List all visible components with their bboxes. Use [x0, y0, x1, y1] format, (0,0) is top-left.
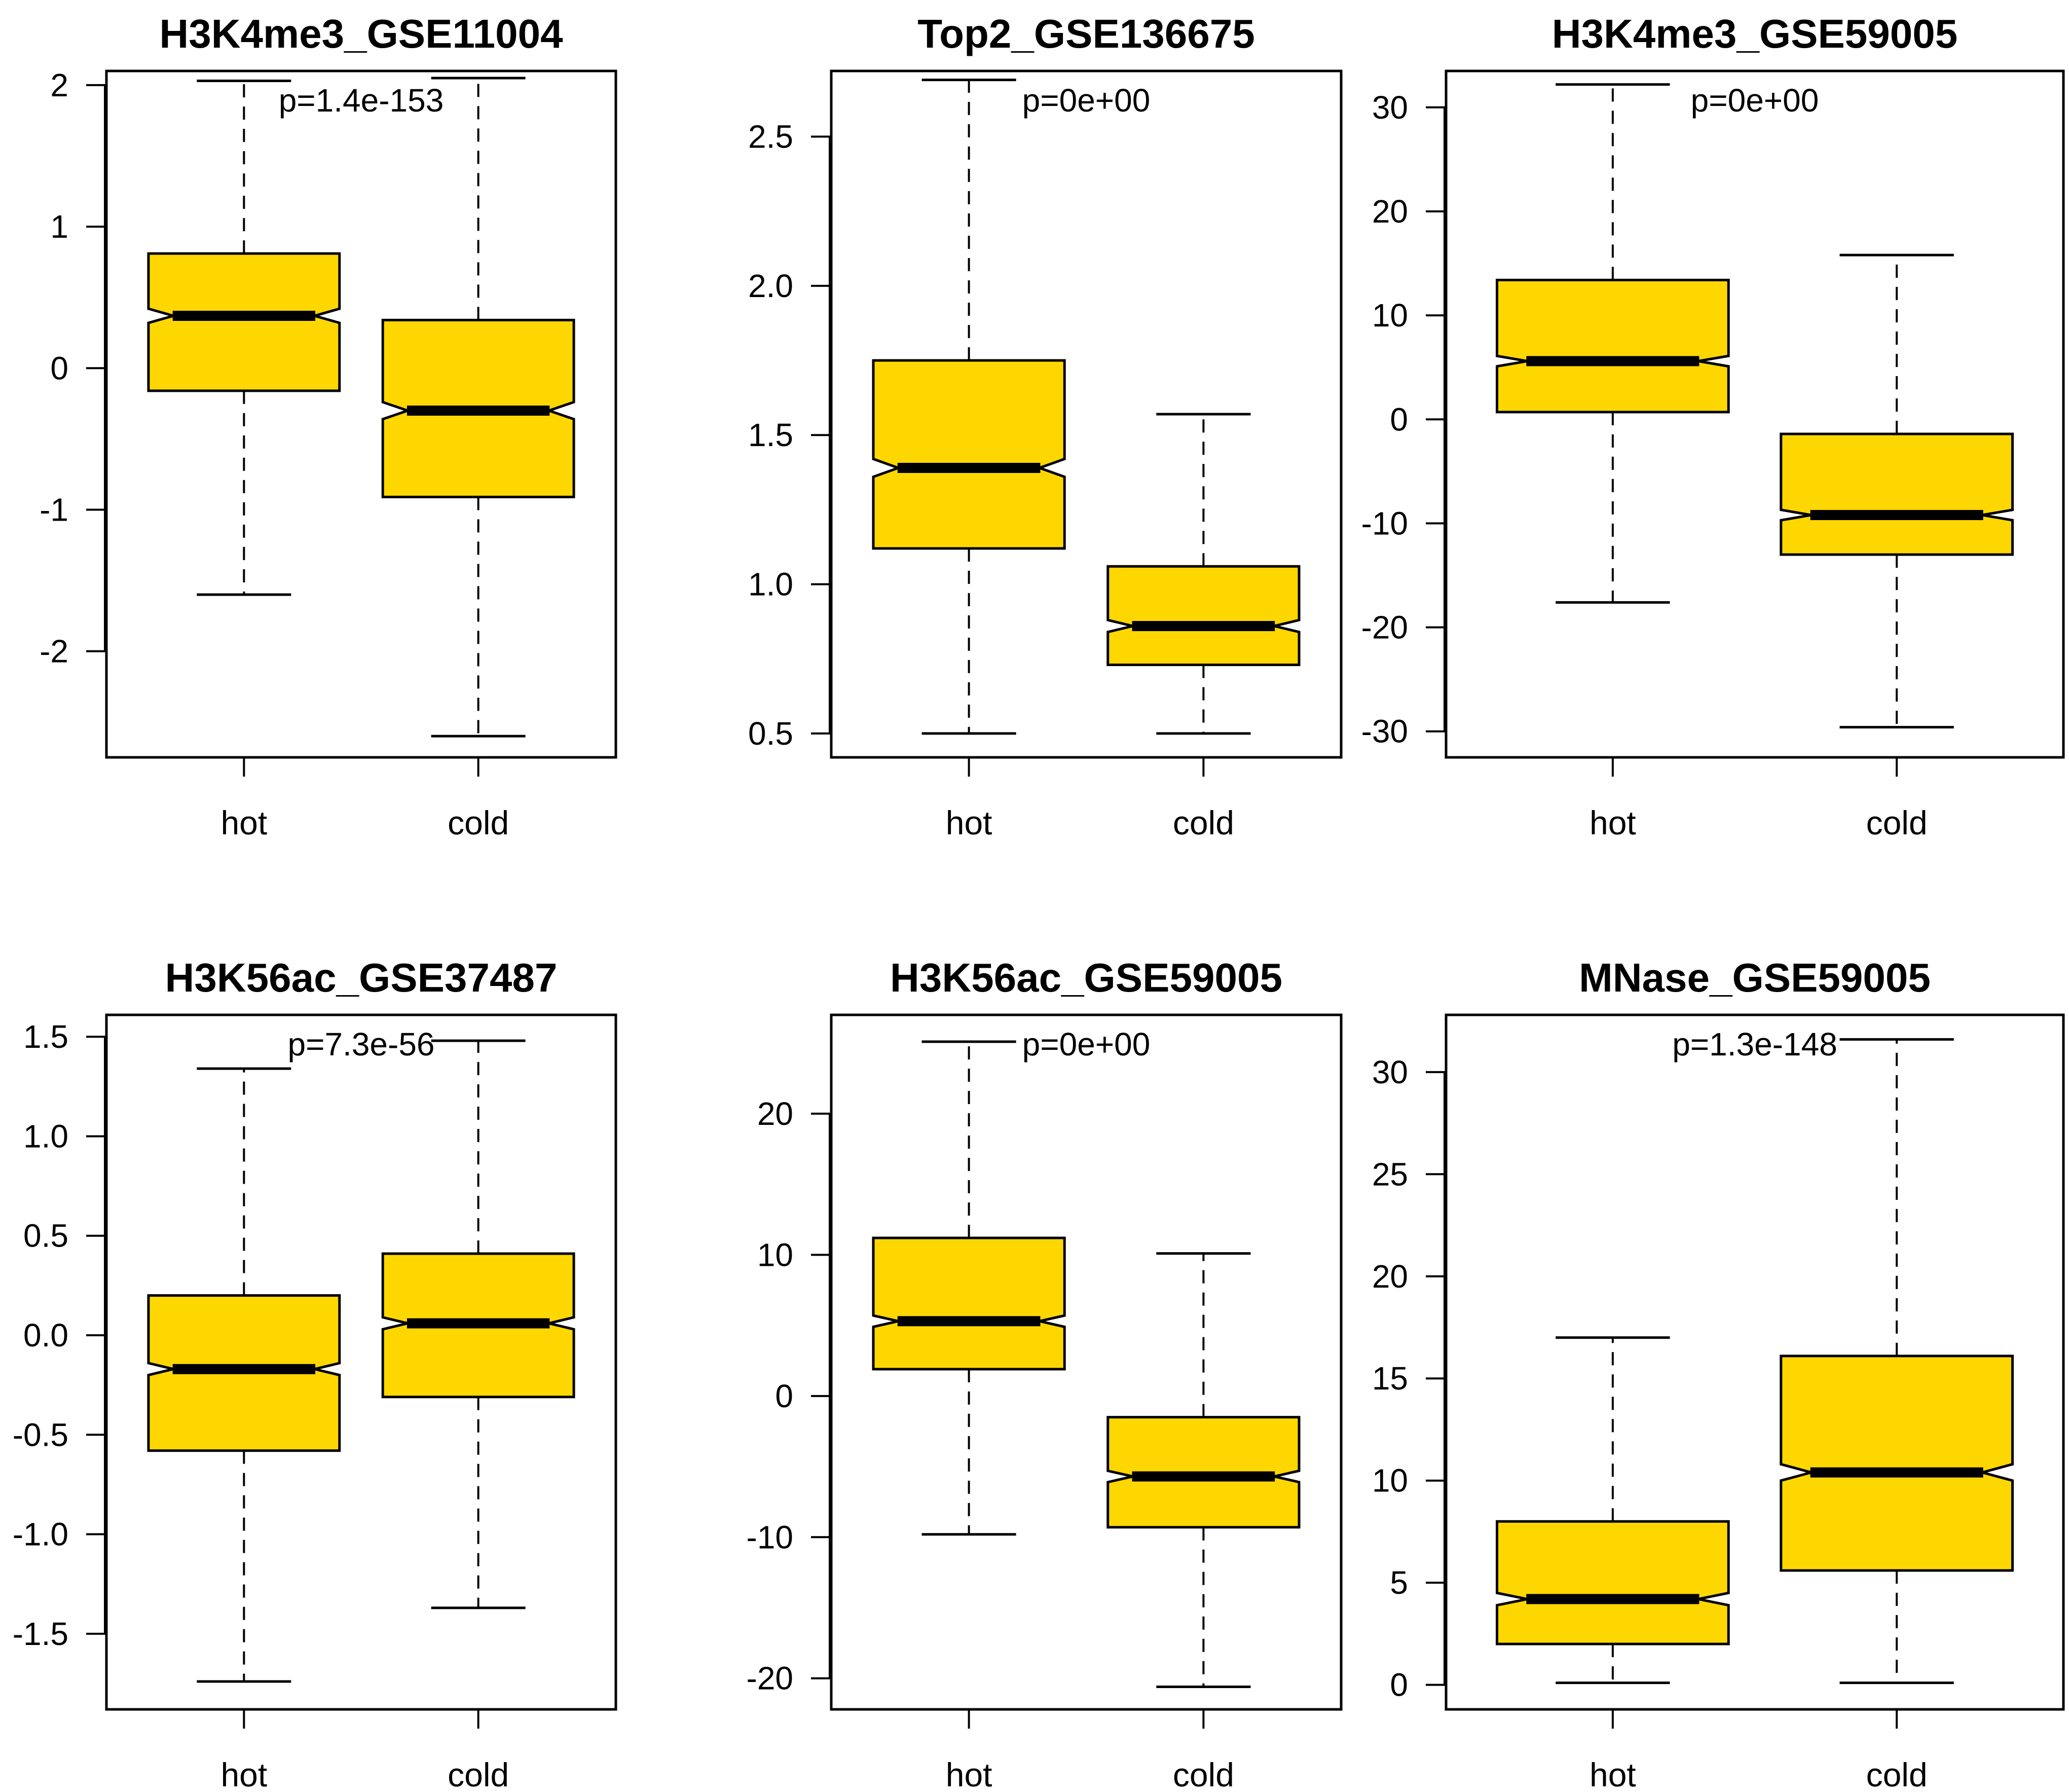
panel-1: H3K4me3_GSE11004 -2 -1 0 1 2 hot cold p=1.4e-153 [40, 11, 617, 842]
p-value-label: p=1.3e-148 [1672, 1026, 1837, 1063]
plot-frame [830, 69, 1343, 759]
y-tick-label: -1 [40, 491, 68, 528]
x-tick-label-cold: cold [1866, 804, 1928, 842]
box-cold [381, 77, 575, 738]
box-body [1495, 278, 1730, 414]
x-tick-label-cold: cold [448, 804, 509, 842]
y-tick-label: -30 [1361, 713, 1409, 750]
p-value-label: p=0e+00 [1022, 82, 1151, 119]
y-tick-label: 0.0 [23, 1317, 68, 1354]
panel-5: H3K56ac_GSE59005 -20 -10 0 10 20 hot cold p=0e+0… [747, 955, 1343, 1792]
box-hot [872, 1040, 1066, 1536]
panel-title: MNase_GSE59005 [1579, 955, 1931, 1000]
y-tick-label: 20 [757, 1095, 793, 1132]
plot-frame [1445, 1013, 2065, 1711]
box-cold [1106, 1252, 1301, 1688]
y-tick-label: -1.5 [13, 1616, 68, 1652]
y-tick-label: 2.0 [748, 268, 793, 304]
panel-4: H3K56ac_GSE37487 -1.5 -1.0 -0.5 0.0 0.5 1.0 1.5… [13, 955, 617, 1792]
x-tick-label-hot: hot [1590, 804, 1636, 842]
x-tick-label-hot: hot [220, 1756, 267, 1792]
y-tick-label: -20 [1361, 609, 1409, 646]
y-tick-label: 20 [1372, 193, 1408, 230]
y-tick-label: 10 [1372, 1462, 1408, 1499]
y-tick-label: -10 [1361, 505, 1409, 541]
box-hot [147, 1067, 341, 1683]
y-tick-label: 2 [50, 67, 68, 103]
y-tick-label: 2.5 [748, 119, 793, 155]
p-value-label: p=0e+00 [1022, 1026, 1151, 1063]
y-tick-label: 0 [1390, 1667, 1408, 1703]
x-tick-label-hot: hot [220, 804, 267, 842]
y-tick-label: 25 [1372, 1156, 1408, 1192]
box-body [872, 359, 1066, 550]
box-cold [1106, 413, 1301, 735]
x-tick-label-cold: cold [448, 1756, 509, 1792]
plot-frame [830, 1013, 1343, 1711]
x-tick-label-hot: hot [946, 804, 992, 842]
p-value-label: p=0e+00 [1691, 82, 1819, 119]
box-cold [1780, 253, 2014, 729]
box-body [147, 252, 341, 392]
panel-title: H3K4me3_GSE59005 [1552, 11, 1958, 56]
y-tick-label: 10 [757, 1236, 793, 1273]
x-tick-label-hot: hot [1590, 1756, 1636, 1792]
y-tick-label: -2 [40, 633, 68, 670]
box-hot [872, 79, 1066, 735]
plot-frame [105, 69, 617, 759]
box-cold [381, 1039, 575, 1610]
y-tick-label: 30 [1372, 1054, 1408, 1090]
p-value-label: p=1.4e-153 [279, 82, 444, 119]
box-body [1780, 432, 2014, 556]
x-tick-label-cold: cold [1866, 1756, 1928, 1792]
y-tick-label: 15 [1372, 1360, 1408, 1397]
y-tick-label: 1 [50, 208, 68, 245]
plot-frame [1445, 69, 2065, 759]
x-tick-label-hot: hot [946, 1756, 992, 1792]
y-tick-label: 10 [1372, 297, 1408, 334]
panel-2: Top2_GSE136675 0.5 1.0 1.5 2.0 2.5 hot cold p=0e… [748, 11, 1343, 842]
y-tick-label: 0.5 [748, 715, 793, 752]
x-tick-label-cold: cold [1173, 804, 1234, 842]
box-body [1780, 1355, 2014, 1572]
y-tick-label: 0.5 [23, 1218, 68, 1254]
box-body [872, 1236, 1066, 1371]
x-tick-label-cold: cold [1173, 1756, 1234, 1792]
box-body [1495, 1520, 1730, 1645]
box-hot [147, 80, 341, 596]
panel-title: H3K56ac_GSE59005 [890, 955, 1282, 1000]
y-tick-label: 5 [1390, 1564, 1408, 1601]
y-tick-label: 1.5 [748, 417, 793, 453]
p-value-label: p=7.3e-56 [287, 1026, 434, 1063]
y-tick-label: -1.0 [13, 1516, 68, 1553]
y-tick-label: 1.0 [23, 1118, 68, 1154]
y-tick-label: -20 [747, 1660, 794, 1697]
y-tick-label: 1.0 [748, 566, 793, 603]
y-tick-label: -0.5 [13, 1416, 68, 1453]
y-tick-label: 0 [50, 350, 68, 386]
panel-title: H3K4me3_GSE11004 [159, 11, 563, 56]
box-cold [1780, 1038, 2014, 1685]
box-hot [1495, 1336, 1730, 1685]
y-tick-label: 1.5 [23, 1018, 68, 1055]
panel-title: H3K56ac_GSE37487 [165, 955, 558, 1000]
y-tick-label: 20 [1372, 1258, 1408, 1295]
panel-6: MNase_GSE59005 0 5 10 15 20 25 30 hot cold p=1.3e-… [1372, 955, 2065, 1792]
plot-frame [105, 1013, 617, 1711]
y-tick-label: -10 [747, 1519, 794, 1555]
box-hot [1495, 83, 1730, 604]
y-tick-label: 0 [1390, 401, 1408, 437]
panel-title: Top2_GSE136675 [917, 11, 1255, 56]
box-body [1106, 565, 1301, 667]
y-tick-label: 30 [1372, 89, 1408, 126]
y-tick-label: 0 [775, 1378, 793, 1414]
panel-3: H3K4me3_GSE59005 -30 -20 -10 0 10 20 30 hot cold p… [1361, 11, 2065, 842]
